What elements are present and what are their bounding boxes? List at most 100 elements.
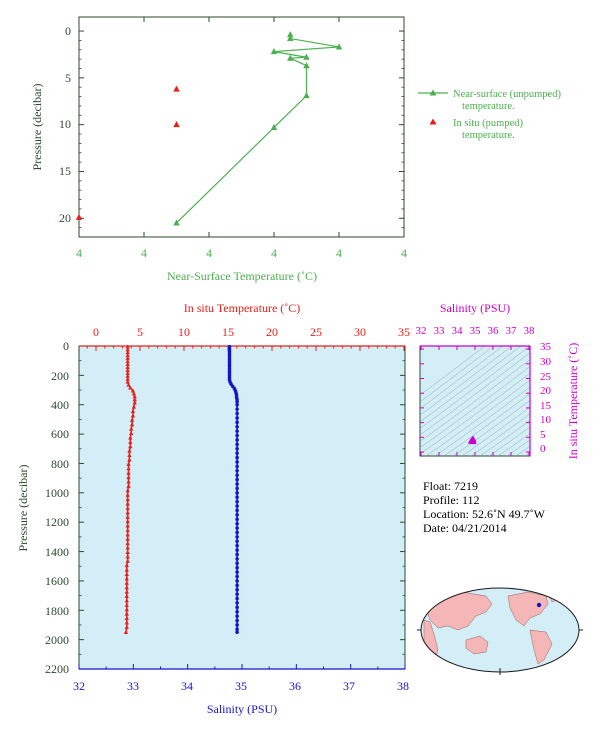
pressure-tick-label: 1200 xyxy=(45,515,69,529)
salinity-profile-point xyxy=(235,486,239,491)
salinity-profile-point xyxy=(235,399,239,404)
density-contour xyxy=(420,346,513,416)
temperature-profile-point xyxy=(127,448,132,453)
ts-salinity-tick-label: 34 xyxy=(452,325,464,337)
temperature-profile-point xyxy=(125,501,130,506)
temperature-profile-point xyxy=(131,404,136,409)
unpumped-temperature-point xyxy=(303,92,310,99)
legend-pumped-marker xyxy=(429,118,437,125)
ts-right-axis-title: In situ Temperature (˚C) xyxy=(566,343,580,460)
temperature-profile-point xyxy=(125,370,130,375)
unpumped-temperature-point xyxy=(173,219,180,226)
top-chart-frame xyxy=(78,16,405,238)
legend-unpumped-label: Near-surface (unpumped) xyxy=(453,89,561,100)
temperature-profile-point xyxy=(125,523,130,528)
salinity-profile-point xyxy=(235,495,239,500)
temperature-profile-point xyxy=(126,479,131,484)
ts-temperature-tick-label: 25 xyxy=(540,371,552,383)
temperature-tick-labels: 0 5 10 15 20 25 30 35 xyxy=(93,325,410,339)
pressure-tick-label: 1400 xyxy=(45,545,69,559)
salinity-profile-point xyxy=(235,513,239,517)
salinity-profile-point xyxy=(235,473,239,478)
temperature-profile-point xyxy=(125,376,130,381)
temperature-profile-point xyxy=(124,589,129,594)
ts-temperature-tick-label: 5 xyxy=(540,429,546,441)
density-contour xyxy=(528,342,601,460)
salinity-profile-point xyxy=(235,543,239,548)
top-x-tick-label: 4 xyxy=(141,246,147,260)
pressure-tick-label: 400 xyxy=(51,398,69,412)
density-contour xyxy=(420,346,530,429)
density-contour xyxy=(420,346,504,409)
pressure-tick-label: 0 xyxy=(63,339,69,353)
salinity-profile-point xyxy=(235,420,239,425)
temperature-tick-label: 15 xyxy=(222,325,234,339)
ts-salinity-tick-labels: 32 33 34 35 36 37 38 xyxy=(416,325,536,337)
density-contour xyxy=(461,406,530,456)
salinity-profile-point xyxy=(235,618,239,623)
temperature-profile-point xyxy=(125,505,130,510)
top-x-tick-label: 4 xyxy=(271,246,277,260)
temperature-profile-point xyxy=(125,558,130,563)
temperature-profile-point xyxy=(124,571,129,576)
salinity-profile-point xyxy=(235,455,239,460)
temperature-profile-point xyxy=(125,492,130,497)
legend-unpumped-marker xyxy=(429,89,437,96)
density-contour xyxy=(425,379,530,456)
salinity-profile-point xyxy=(235,596,239,601)
salinity-tick-label: 37 xyxy=(343,679,355,693)
salinity-profile-point xyxy=(235,623,239,627)
profile-bottom-axis-title: Salinity (PSU) xyxy=(207,702,277,716)
density-contour xyxy=(515,445,530,456)
density-contour xyxy=(420,372,530,455)
salinity-profile-point xyxy=(235,508,239,513)
unpumped-temperature-point xyxy=(303,62,310,69)
temperature-profile-point xyxy=(124,607,129,612)
ts-salinity-tick-label: 37 xyxy=(506,325,518,337)
salinity-profile-point xyxy=(235,433,239,438)
salinity-profile-point xyxy=(235,491,239,495)
profile-chart-ticks xyxy=(78,345,406,670)
density-contour xyxy=(434,386,530,456)
temperature-profile-point xyxy=(124,576,129,581)
salinity-profile-point xyxy=(235,429,239,433)
salinity-profile-point xyxy=(235,416,239,420)
top-y-tick-label: 10 xyxy=(59,117,71,131)
profile-top-axis-title: In situ Temperature (˚C) xyxy=(184,301,301,315)
temperature-profile-point xyxy=(124,585,129,590)
density-contour xyxy=(420,346,486,396)
temperature-profile-point xyxy=(124,624,129,629)
salinity-profile-point xyxy=(235,609,239,614)
salinity-profile-point xyxy=(235,579,239,583)
temperature-profile-point xyxy=(132,394,137,399)
profile-number: Profile: 112 xyxy=(423,493,480,507)
temperature-profile-point xyxy=(129,430,134,436)
temperature-profile-point xyxy=(125,514,130,519)
temperature-profile-point xyxy=(126,466,131,471)
temperature-profile-point xyxy=(126,461,131,466)
salinity-profile-point xyxy=(235,601,239,605)
salinity-profile-point xyxy=(235,438,239,442)
legend-pumped-label: temperature. xyxy=(462,130,515,141)
salinity-tick-label: 36 xyxy=(289,679,301,693)
top-chart-marks xyxy=(75,31,343,226)
density-contours xyxy=(420,342,601,460)
salinity-profile-point xyxy=(235,587,239,592)
temperature-tick-label: 35 xyxy=(398,325,410,339)
temperature-profile-point xyxy=(125,353,130,358)
ts-temperature-tick-labels: 35 30 25 20 15 10 5 0 xyxy=(540,341,552,455)
top-x-tick-labels: 4 4 4 4 4 4 xyxy=(76,246,407,260)
salinity-profile-point xyxy=(235,482,239,486)
temperature-profile-point xyxy=(124,580,129,585)
salinity-profile-point xyxy=(235,548,239,552)
pressure-tick-label: 600 xyxy=(51,427,69,441)
ts-diagram: Salinity (PSU) 32 33 34 35 36 37 38 35 3… xyxy=(416,301,601,460)
world-map xyxy=(417,587,583,675)
salinity-tick-label: 35 xyxy=(235,679,247,693)
ts-salinity-tick-label: 36 xyxy=(488,325,500,337)
temperature-profile-point xyxy=(126,475,131,480)
temperature-profile-point xyxy=(129,422,135,427)
density-contour xyxy=(470,413,530,456)
temperature-profile-point xyxy=(126,483,131,488)
pressure-tick-label: 2000 xyxy=(45,633,69,647)
